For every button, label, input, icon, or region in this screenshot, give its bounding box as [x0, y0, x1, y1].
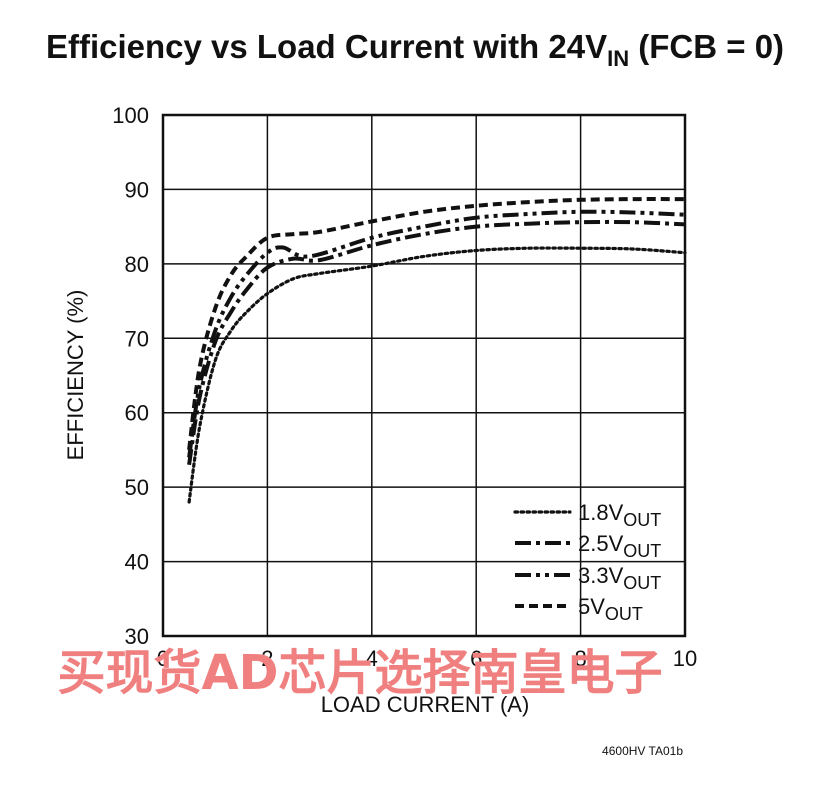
- y-tick-label: 30: [125, 624, 149, 649]
- x-tick-label: 10: [673, 646, 697, 671]
- plot-frame: [161, 113, 687, 638]
- series-line: [187, 197, 686, 451]
- x-tick-label: 4: [366, 646, 378, 671]
- x-tick-label: 6: [470, 646, 482, 671]
- series-line: [187, 246, 687, 504]
- x-tick-labels: 0 2 4 6 8 10: [157, 646, 697, 671]
- legend-label: 1.8VOUT: [578, 500, 661, 530]
- legend-label: 2.5VOUT: [578, 531, 661, 561]
- y-tick-labels: 30 40 50 60 70 80 90 100: [112, 103, 149, 649]
- y-tick-label: 80: [125, 252, 149, 277]
- x-tick-label: 8: [574, 646, 586, 671]
- y-tick-label: 40: [125, 550, 149, 575]
- series-line: [187, 209, 686, 458]
- x-tick-label: 0: [157, 646, 169, 671]
- x-axis-label: LOAD CURRENT (A): [321, 692, 530, 717]
- watermark: 买现货AD芯片选择南皇电子: [58, 645, 663, 701]
- y-tick-label: 60: [125, 401, 149, 426]
- y-tick-label: 50: [125, 475, 149, 500]
- legend-label: 5VOUT: [578, 594, 643, 624]
- y-tick-label: 70: [125, 326, 149, 351]
- y-tick-label: 90: [125, 177, 149, 202]
- series-line: [187, 219, 686, 466]
- grid: [162, 114, 686, 637]
- series-lines: [187, 197, 687, 504]
- chart-title: Efficiency vs Load Current with 24VIN (F…: [46, 28, 784, 71]
- x-tick-label: 2: [261, 646, 273, 671]
- y-axis-label: EFFICIENCY (%): [63, 290, 88, 461]
- y-tick-label: 100: [112, 103, 149, 128]
- legend-label: 3.3VOUT: [578, 563, 661, 593]
- figure-id: 4600HV TA01b: [602, 744, 683, 758]
